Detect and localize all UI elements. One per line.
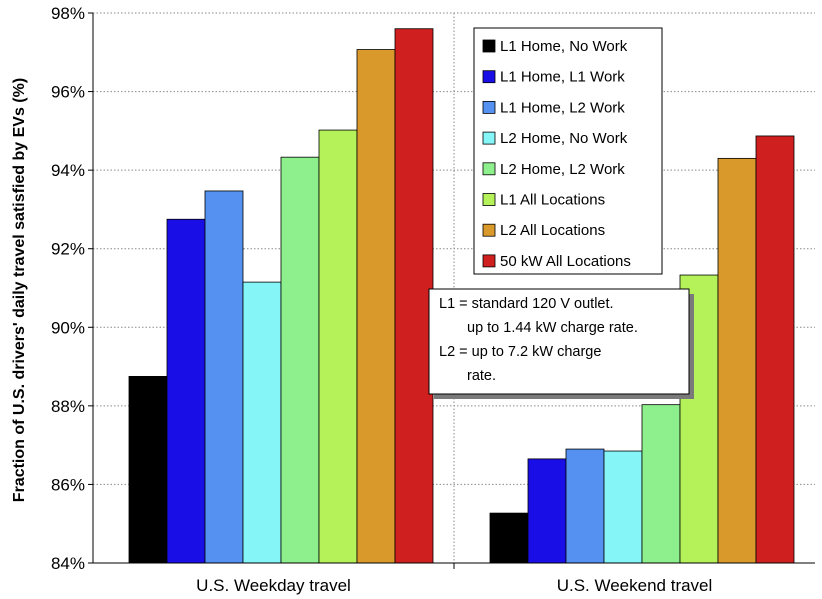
legend-swatch <box>482 193 496 206</box>
annotation-frame <box>428 288 690 395</box>
bars <box>128 28 795 564</box>
annotation-box: L1 = standard 120 V outlet. up to 1.44 kW… <box>428 288 694 399</box>
annotation-line: L2 = up to 7.2 kW charge <box>439 344 601 360</box>
x-category-label: U.S. Weekend travel <box>557 576 713 595</box>
legend-label: L2 All Locations <box>500 222 605 239</box>
legend-swatch <box>482 162 496 176</box>
x-category-label: U.S. Weekday travel <box>196 576 351 595</box>
legend-label: L1 Home, No Work <box>500 38 628 55</box>
legend-label: L1 Home, L2 Work <box>500 99 625 116</box>
bar <box>565 448 605 564</box>
legend-frame <box>473 27 663 275</box>
legend-label: 50 kW All Locations <box>500 253 631 270</box>
legend-label: L1 Home, L1 Work <box>500 69 625 86</box>
bar <box>527 458 567 564</box>
annotation-line: L1 = standard 120 V outlet. <box>439 296 614 312</box>
legend-swatch <box>482 101 496 114</box>
bar <box>242 281 282 564</box>
legend-swatch <box>482 223 496 237</box>
bar <box>394 28 434 564</box>
annotation-line: up to 1.44 kW charge rate. <box>467 320 638 336</box>
y-axis-label: Fraction of U.S. drivers' daily travel s… <box>11 78 28 502</box>
legend: L1 Home, No Work L1 Home, L1 Work L1 Home,… <box>473 27 663 275</box>
bar <box>128 375 168 564</box>
legend-swatch <box>482 70 496 84</box>
bar <box>603 450 643 564</box>
bar <box>755 135 795 564</box>
bar <box>204 190 244 564</box>
bar <box>318 129 358 564</box>
legend-label: L1 All Locations <box>500 192 605 209</box>
y-tick-label: 96% <box>51 83 85 102</box>
y-tick-label: 94% <box>51 161 85 180</box>
bar <box>166 218 206 564</box>
legend-label: L2 Home, L2 Work <box>500 161 625 178</box>
bar <box>717 157 757 564</box>
y-tick-label: 84% <box>51 554 85 573</box>
y-tick-label: 92% <box>51 240 85 259</box>
bar <box>280 156 320 564</box>
legend-swatch <box>482 131 496 145</box>
legend-label: L2 Home, No Work <box>500 130 628 147</box>
axes: 84% 86% 88% 90% 92% 94% 96% 98% U.S. Weekday tra… <box>51 4 815 595</box>
annotation-line: rate. <box>467 368 496 384</box>
bar <box>641 404 681 564</box>
bar <box>356 49 396 564</box>
bar <box>489 512 529 564</box>
legend-swatch <box>482 254 496 268</box>
y-tick-label: 86% <box>51 475 85 494</box>
legend-swatch <box>482 39 496 53</box>
y-tick-label: 90% <box>51 318 85 337</box>
y-tick-label: 98% <box>51 4 85 23</box>
y-tick-label: 88% <box>51 397 85 416</box>
